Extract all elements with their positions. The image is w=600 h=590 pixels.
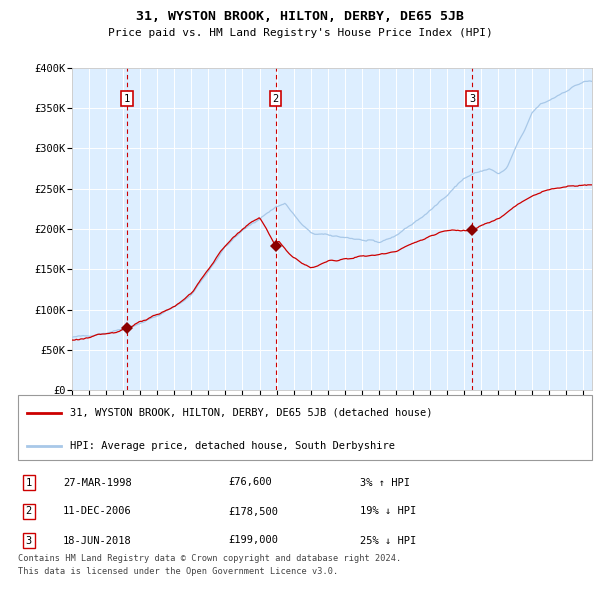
Text: £76,600: £76,600 — [228, 477, 272, 487]
Text: Price paid vs. HM Land Registry's House Price Index (HPI): Price paid vs. HM Land Registry's House … — [107, 28, 493, 38]
Text: 1: 1 — [124, 94, 130, 104]
Text: HPI: Average price, detached house, South Derbyshire: HPI: Average price, detached house, Sout… — [70, 441, 395, 451]
Text: 31, WYSTON BROOK, HILTON, DERBY, DE65 5JB (detached house): 31, WYSTON BROOK, HILTON, DERBY, DE65 5J… — [70, 408, 432, 418]
Text: 27-MAR-1998: 27-MAR-1998 — [63, 477, 132, 487]
Text: 3: 3 — [469, 94, 475, 104]
Text: Contains HM Land Registry data © Crown copyright and database right 2024.: Contains HM Land Registry data © Crown c… — [18, 554, 401, 563]
FancyBboxPatch shape — [18, 395, 592, 460]
Text: This data is licensed under the Open Government Licence v3.0.: This data is licensed under the Open Gov… — [18, 567, 338, 576]
Text: 2: 2 — [26, 506, 32, 516]
Text: 18-JUN-2018: 18-JUN-2018 — [63, 536, 132, 546]
Text: £199,000: £199,000 — [228, 536, 278, 546]
Text: 31, WYSTON BROOK, HILTON, DERBY, DE65 5JB: 31, WYSTON BROOK, HILTON, DERBY, DE65 5J… — [136, 10, 464, 23]
Text: 19% ↓ HPI: 19% ↓ HPI — [360, 506, 416, 516]
Text: 1: 1 — [26, 477, 32, 487]
Text: 2: 2 — [272, 94, 278, 104]
Text: 11-DEC-2006: 11-DEC-2006 — [63, 506, 132, 516]
Text: 3: 3 — [26, 536, 32, 546]
Text: 3% ↑ HPI: 3% ↑ HPI — [360, 477, 410, 487]
Text: 25% ↓ HPI: 25% ↓ HPI — [360, 536, 416, 546]
Text: £178,500: £178,500 — [228, 506, 278, 516]
